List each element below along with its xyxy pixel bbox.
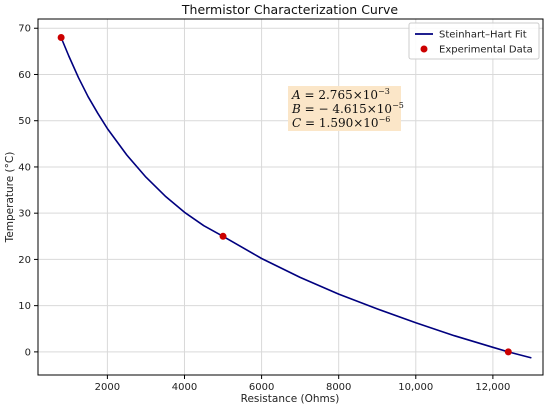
experimental-data-point bbox=[57, 33, 65, 41]
series-layer bbox=[57, 33, 532, 359]
x-tick-label: 6000 bbox=[249, 382, 274, 393]
annotation-box bbox=[288, 86, 401, 131]
legend-box bbox=[408, 22, 540, 60]
plot-area-frame bbox=[37, 18, 544, 376]
coefficient-line: A = 2.765×10−3 bbox=[291, 87, 390, 102]
legend-entry-label: Steinhart–Hart Fit bbox=[439, 30, 527, 41]
coefficient-annotation: A = 2.765×10−3B = − 4.615×10−5C = 1.590×… bbox=[288, 86, 404, 131]
y-tick-label: 0 bbox=[25, 347, 31, 358]
y-tick-label: 10 bbox=[18, 301, 31, 312]
y-tick-label: 50 bbox=[18, 116, 31, 127]
y-tick-label: 60 bbox=[18, 70, 31, 81]
axis-ticks: 2000 4000 6000 8000 10,000 12,000 0 10 20 30 40 50 6… bbox=[18, 24, 510, 393]
experimental-data-point bbox=[504, 348, 512, 356]
x-tick-label: 10,000 bbox=[398, 382, 433, 393]
x-axis-label: Resistance (Ohms) bbox=[241, 393, 340, 405]
experimental-data-point bbox=[219, 232, 227, 240]
legend-entry-label: Experimental Data bbox=[439, 45, 533, 56]
y-tick-label: 20 bbox=[18, 255, 31, 266]
y-tick-label: 30 bbox=[18, 209, 31, 220]
legend-marker-swatch bbox=[420, 45, 428, 53]
steinhart-hart-fit-line bbox=[60, 37, 532, 359]
y-axis-label: Temperature (°C) bbox=[4, 152, 16, 244]
x-tick-label: 4000 bbox=[172, 382, 197, 393]
y-tick-label: 70 bbox=[18, 24, 31, 35]
chart-title: Thermistor Characterization Curve bbox=[181, 2, 399, 17]
x-tick-label: 8000 bbox=[326, 382, 351, 393]
x-tick-label: 12,000 bbox=[475, 382, 510, 393]
x-tick-label: 2000 bbox=[95, 382, 120, 393]
legend: Steinhart–Hart Fit Experimental Data bbox=[408, 22, 540, 60]
coefficient-line: B = − 4.615×10−5 bbox=[291, 101, 404, 116]
coefficient-line: C = 1.590×10−6 bbox=[292, 115, 390, 130]
y-tick-label: 40 bbox=[18, 162, 31, 173]
